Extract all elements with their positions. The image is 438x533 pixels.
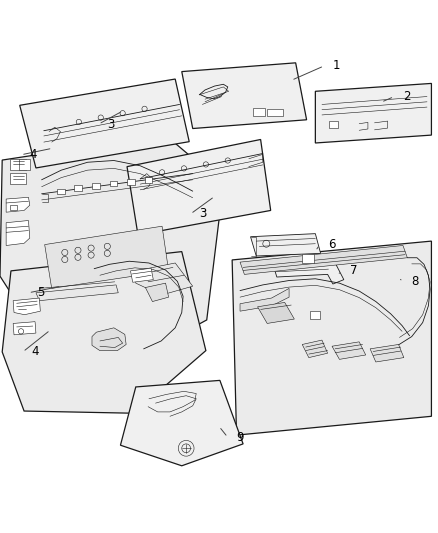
Bar <box>127 179 135 184</box>
Polygon shape <box>302 340 328 358</box>
Polygon shape <box>182 63 307 128</box>
Text: 3: 3 <box>107 118 115 131</box>
Text: 1: 1 <box>333 59 340 72</box>
Bar <box>302 254 314 263</box>
Polygon shape <box>240 246 407 274</box>
Polygon shape <box>13 322 36 335</box>
Polygon shape <box>0 135 223 359</box>
Polygon shape <box>92 328 126 351</box>
Polygon shape <box>332 342 366 359</box>
Polygon shape <box>131 268 153 282</box>
Polygon shape <box>272 257 344 284</box>
Bar <box>310 311 320 319</box>
Polygon shape <box>6 221 30 246</box>
Text: 4: 4 <box>32 345 39 358</box>
Text: 9: 9 <box>237 431 244 444</box>
Text: 6: 6 <box>328 238 336 251</box>
Polygon shape <box>36 285 118 301</box>
Polygon shape <box>145 283 169 302</box>
Polygon shape <box>258 302 294 324</box>
Text: 3: 3 <box>199 207 207 221</box>
Polygon shape <box>120 381 243 466</box>
Bar <box>74 185 82 191</box>
Bar <box>19 159 30 170</box>
Bar <box>57 189 65 194</box>
Bar <box>92 183 100 189</box>
Text: 4: 4 <box>30 148 37 161</box>
Text: 5: 5 <box>37 286 45 300</box>
Polygon shape <box>6 197 30 212</box>
Bar <box>145 177 152 183</box>
Text: 2: 2 <box>403 90 410 103</box>
Bar <box>110 181 117 187</box>
Polygon shape <box>13 298 40 314</box>
Polygon shape <box>45 226 169 288</box>
Polygon shape <box>127 140 271 235</box>
Polygon shape <box>20 79 189 168</box>
Polygon shape <box>251 233 321 256</box>
Polygon shape <box>315 84 431 143</box>
Text: 7: 7 <box>350 264 358 277</box>
Polygon shape <box>2 252 206 413</box>
Text: 8: 8 <box>412 276 419 288</box>
Polygon shape <box>370 344 404 362</box>
Bar <box>10 159 26 170</box>
Bar <box>329 121 338 128</box>
Polygon shape <box>232 241 431 435</box>
Bar <box>10 205 17 211</box>
Bar <box>267 109 283 116</box>
Polygon shape <box>136 263 193 294</box>
Bar <box>253 108 265 116</box>
Polygon shape <box>240 288 289 311</box>
Bar <box>10 173 26 184</box>
